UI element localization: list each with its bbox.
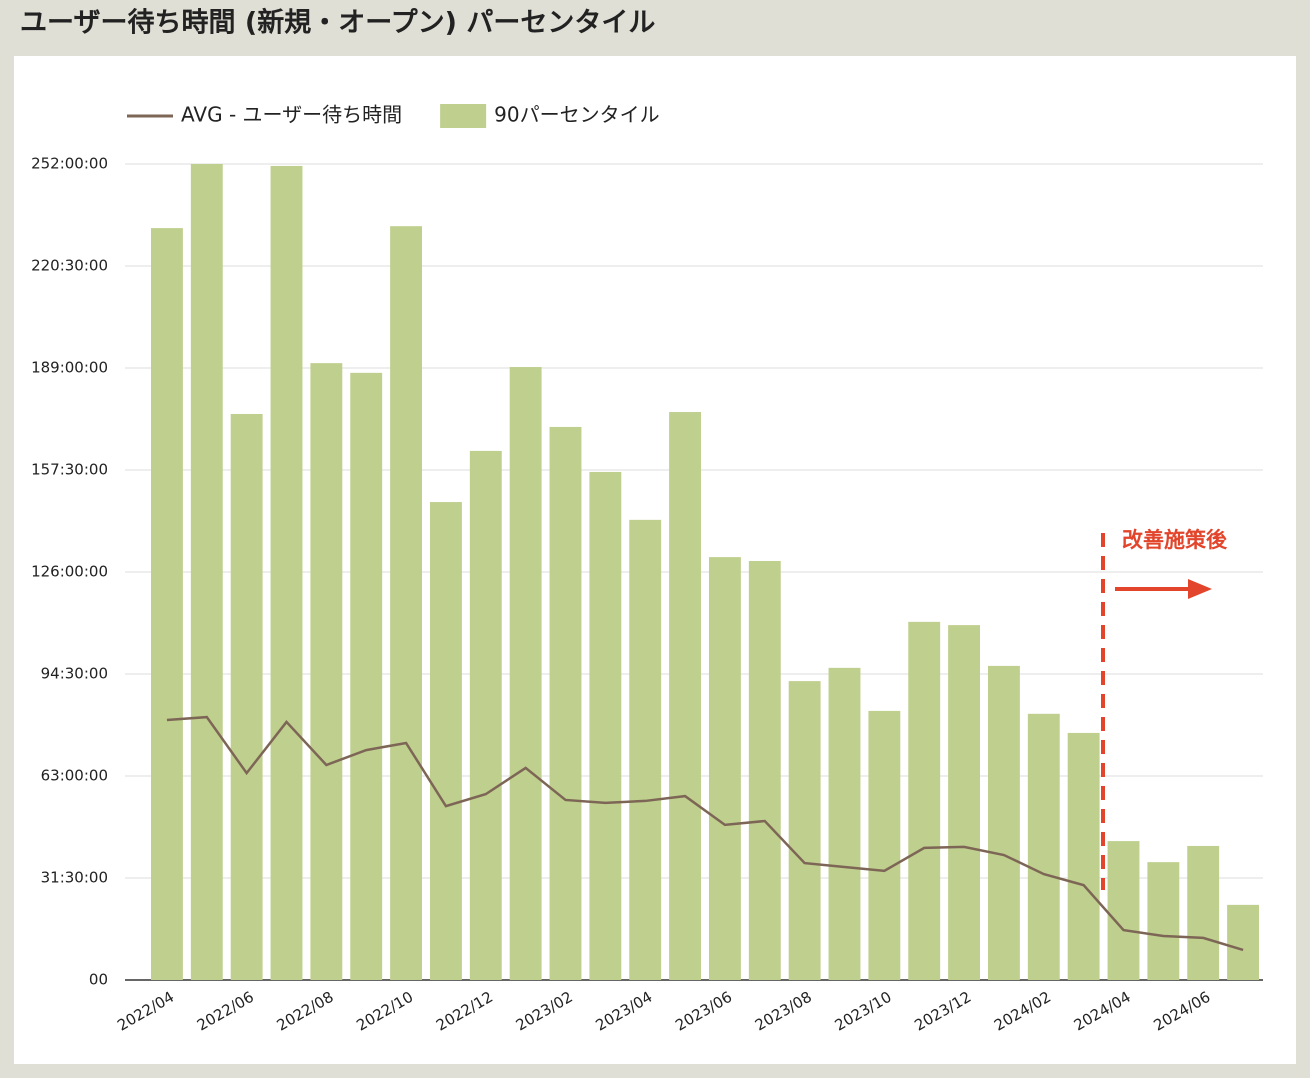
bar <box>948 625 981 980</box>
bar <box>589 471 622 980</box>
bar <box>1107 841 1140 980</box>
bar <box>1067 732 1100 980</box>
bar <box>908 621 941 980</box>
chart-title: ユーザー待ち時間 (新規・オープン) パーセンタイル <box>20 7 655 39</box>
annotation: 改善施策後 <box>1122 528 1228 552</box>
legend-label: 90パーセンタイル <box>494 103 659 127</box>
y-tick-label: 157:30:00 <box>31 461 108 479</box>
y-tick-label: 220:30:00 <box>31 257 108 275</box>
annotation-arrowhead <box>1188 579 1212 599</box>
y-tick-label: 63:00:00 <box>41 767 108 785</box>
bar <box>629 519 662 980</box>
bar <box>469 450 502 980</box>
bar <box>270 165 303 980</box>
bar <box>1187 845 1220 980</box>
bar <box>748 560 781 980</box>
bar <box>1147 862 1180 980</box>
bar <box>708 557 741 980</box>
bar <box>230 413 263 980</box>
legend-swatch <box>440 104 487 128</box>
y-tick-label: 00 <box>89 971 108 989</box>
bar <box>190 164 223 980</box>
bar <box>509 367 542 980</box>
bar <box>150 228 183 981</box>
bar <box>669 412 702 980</box>
y-tick-label: 31:30:00 <box>41 869 108 887</box>
bar <box>1227 904 1260 980</box>
bar <box>868 710 901 980</box>
y-tick-label: 94:30:00 <box>41 665 108 683</box>
bar <box>310 363 343 981</box>
y-tick-label: 252:00:00 <box>31 155 108 173</box>
y-tick-label: 189:00:00 <box>31 359 108 377</box>
bar <box>788 681 821 980</box>
bar <box>350 372 383 980</box>
bar <box>828 667 861 980</box>
bar <box>390 226 423 980</box>
bar <box>1027 713 1060 980</box>
bar <box>549 426 582 980</box>
bar <box>987 665 1020 980</box>
legend-label: AVG - ユーザー待ち時間 <box>181 103 402 127</box>
line <box>166 715 1244 952</box>
bar <box>429 502 462 980</box>
y-tick-label: 126:00:00 <box>31 563 108 581</box>
